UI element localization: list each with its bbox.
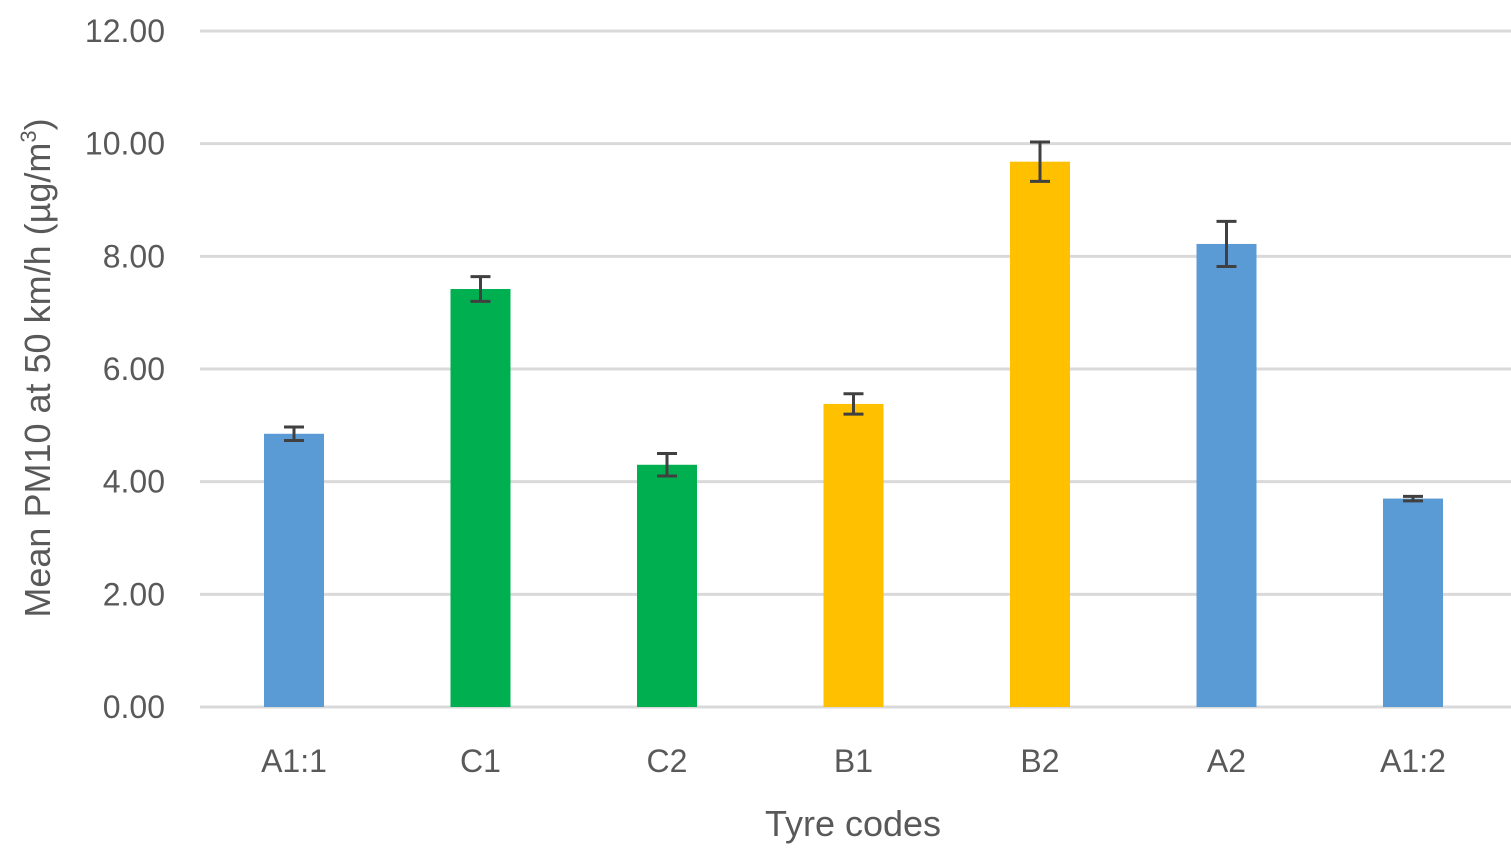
y-tick-label-3: 6.00 bbox=[103, 351, 165, 387]
error-bar-b1 bbox=[843, 392, 864, 416]
error-bar-c2 bbox=[657, 452, 677, 478]
y-tick-label-1: 2.00 bbox=[103, 576, 165, 612]
y-axis-title-superscript: 3 bbox=[16, 130, 41, 142]
y-tick-label-5: 10.00 bbox=[85, 126, 165, 162]
x-tick-label-a1-2: A1:2 bbox=[1380, 743, 1446, 779]
y-tick-labels: 0.00 2.00 4.00 6.00 8.00 10.00 12.00 bbox=[85, 13, 165, 725]
error-bar-a1-1 bbox=[284, 425, 304, 443]
y-axis-title: Mean PM10 at 50 km/h (µg/m3) bbox=[16, 118, 58, 617]
x-tick-label-a1-1: A1:1 bbox=[261, 743, 327, 779]
y-tick-label-0: 0.00 bbox=[103, 689, 165, 725]
x-tick-label-b1: B1 bbox=[834, 743, 873, 779]
error-bars bbox=[284, 140, 1423, 503]
x-tick-label-c2: C2 bbox=[647, 743, 688, 779]
x-axis-title: Tyre codes bbox=[765, 803, 941, 844]
x-tick-label-b2: B2 bbox=[1020, 743, 1059, 779]
x-tick-label-a2: A2 bbox=[1207, 743, 1246, 779]
y-axis-title-end: ) bbox=[17, 118, 58, 130]
y-tick-label-6: 12.00 bbox=[85, 13, 165, 49]
error-bar-a2 bbox=[1216, 219, 1237, 268]
x-tick-label-c1: C1 bbox=[460, 743, 501, 779]
bar-b1 bbox=[823, 403, 884, 707]
bars bbox=[264, 161, 1443, 707]
bar-a1-1 bbox=[264, 433, 324, 707]
bar-c2 bbox=[637, 464, 697, 707]
bar-c1 bbox=[450, 289, 511, 707]
bar-b2 bbox=[1010, 161, 1070, 707]
y-tick-label-4: 8.00 bbox=[103, 238, 165, 274]
bar-a2 bbox=[1196, 243, 1257, 707]
error-bar-b2 bbox=[1030, 140, 1050, 183]
error-bar-c1 bbox=[470, 275, 491, 303]
bar-a1-2 bbox=[1383, 498, 1443, 707]
y-axis-title-main: Mean PM10 at 50 km/h (µg/m bbox=[17, 143, 58, 618]
error-bar-a1-2 bbox=[1403, 494, 1423, 503]
x-tick-labels: A1:1 C1 C2 B1 B2 A2 A1:2 bbox=[261, 743, 1446, 779]
y-tick-label-2: 4.00 bbox=[103, 464, 165, 500]
